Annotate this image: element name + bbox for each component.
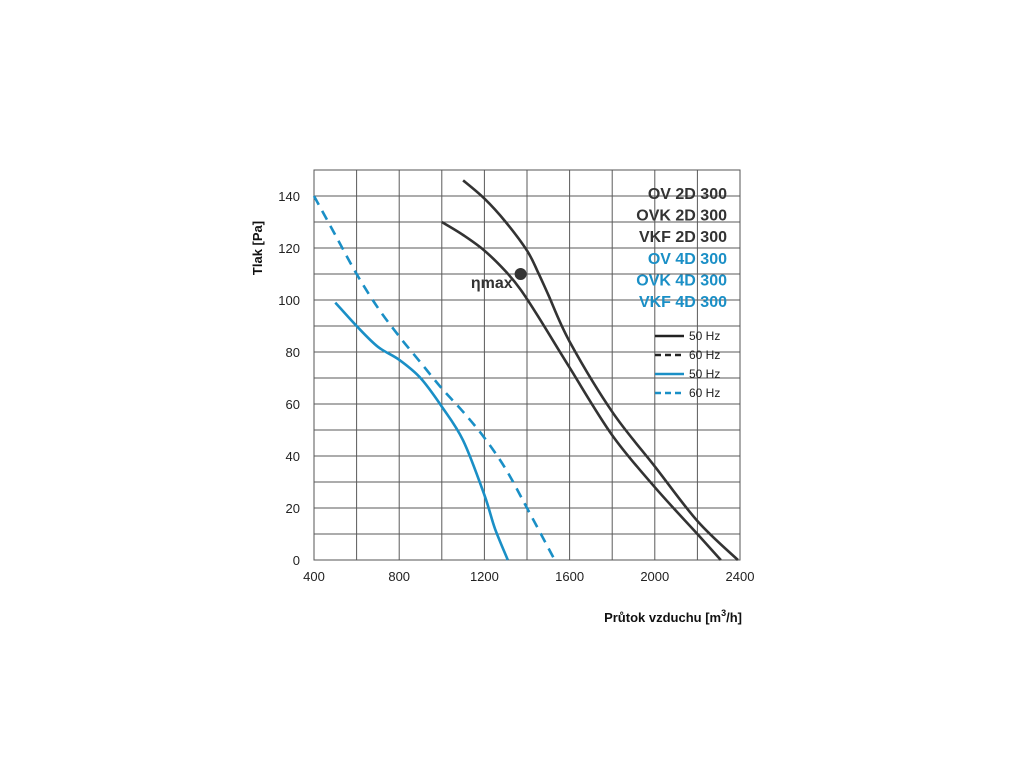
x-tick-label: 1600 [555, 569, 584, 584]
y-axis-title: Tlak [Pa] [250, 221, 265, 275]
x-tick-label: 400 [303, 569, 325, 584]
y-tick-label: 80 [286, 345, 300, 360]
legend-label: 60 Hz [689, 348, 720, 362]
x-tick-label: 2000 [640, 569, 669, 584]
eta-max-label: ηmax [471, 275, 513, 292]
plot-frame [313, 169, 741, 561]
series-line-4d-60hz [312, 195, 556, 561]
y-tick-label: 140 [278, 189, 300, 204]
model-label: OV 2D 300 [648, 186, 727, 203]
y-tick-labels: 0 20 40 60 80 100 120 140 [278, 189, 300, 568]
x-tick-label: 1200 [470, 569, 499, 584]
y-tick-label: 40 [286, 449, 300, 464]
y-tick-label: 20 [286, 501, 300, 516]
legend-label: 50 Hz [689, 329, 720, 343]
series-line-2d-50hz [441, 220, 722, 561]
x-axis-title: Průtok vzduchu [m3/h] [604, 608, 742, 625]
eta-max-annotation: ηmax [471, 268, 527, 292]
model-label: OVK 2D 300 [636, 208, 727, 225]
legend-label: 50 Hz [689, 367, 720, 381]
x-tick-label: 2400 [726, 569, 755, 584]
legend-label: 60 Hz [689, 386, 720, 400]
x-tick-labels: 400 800 1200 1600 2000 2400 [303, 569, 754, 584]
series-layer [312, 179, 739, 561]
model-labels: OV 2D 300 OVK 2D 300 VKF 2D 300 OV 4D 300 OV… [636, 186, 727, 311]
model-label: VKF 4D 300 [639, 294, 727, 311]
series-line-2d-60hz [462, 179, 739, 561]
eta-max-point [514, 268, 527, 280]
y-tick-label: 0 [293, 553, 300, 568]
legend: 50 Hz 60 Hz 50 Hz 60 Hz [655, 329, 720, 400]
model-label: OVK 4D 300 [636, 272, 727, 289]
model-label: VKF 2D 300 [639, 229, 727, 246]
y-tick-label: 100 [278, 293, 300, 308]
y-tick-label: 120 [278, 241, 300, 256]
model-label: OV 4D 300 [648, 251, 727, 268]
x-tick-label: 800 [388, 569, 410, 584]
y-tick-label: 60 [286, 397, 300, 412]
grid [314, 170, 740, 560]
series-line-4d-50hz [334, 301, 510, 561]
